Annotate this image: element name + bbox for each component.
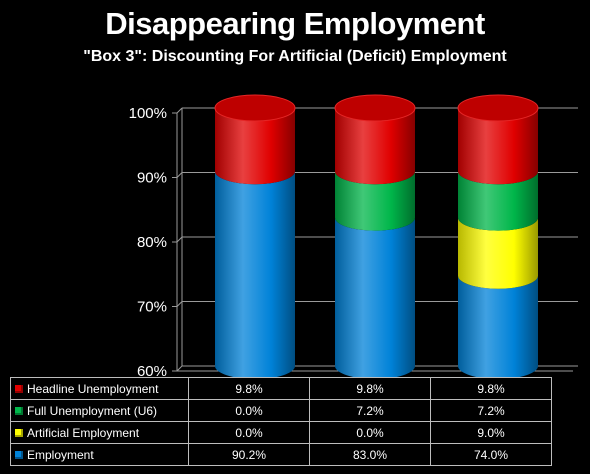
bar-top-cap-1 [214,94,296,122]
chart-title: Disappearing Employment [105,6,485,41]
gridline-depth [176,107,183,114]
legend-label: Employment [27,447,94,462]
bar-employment-1 [215,171,295,378]
data-label: 90.2% [188,443,310,466]
bar-artificial-employment-3 [458,217,538,289]
bar-headline-unemployment-2 [335,108,415,185]
table-row: Artificial Employment 0.0% 0.0% 9.0% [10,421,552,444]
data-table: Headline Unemployment 9.8% 9.8% 9.8% Full Un… [10,377,552,466]
data-label: 0.0% [188,421,310,444]
data-label: 9.8% [309,377,431,400]
legend-swatch [15,429,23,438]
data-label: 83.0% [309,443,431,466]
table-row: Employment 90.2% 83.0% 74.0% [10,443,552,466]
data-label: 9.8% [188,377,310,400]
table-row: Headline Unemployment 9.8% 9.8% 9.8% [10,377,552,400]
data-label: 9.0% [430,421,552,444]
data-label: 9.8% [430,377,552,400]
legend-entry: Employment [10,443,189,466]
legend-entry: Artificial Employment [10,421,189,444]
bar-full-unemployment-u6--2 [335,171,415,231]
y-tick-label: 60% [137,363,167,378]
legend-swatch [15,407,23,416]
bar-employment-2 [335,217,415,378]
legend-label: Headline Unemployment [27,381,159,396]
y-tick-label: 70% [137,299,167,316]
bar-top-cap-3 [457,94,539,122]
bar-top-cap-2 [334,94,416,122]
bar-headline-unemployment-3 [458,108,538,185]
stacked-bar-chart: 60% 70% 80% 90% 100% [129,94,578,378]
gridline-depth [176,172,183,178]
chart-subtitle: "Box 3": Discounting For Artificial (Def… [83,48,507,65]
gridline-depth [176,301,183,307]
bar-employment-3 [458,275,538,378]
data-label: 0.0% [309,421,431,444]
gridline-depth [176,236,183,243]
data-label: 7.2% [430,399,552,422]
legend-entry: Full Unemployment (U6) [10,399,189,422]
legend-swatch [15,451,23,460]
data-label: 7.2% [309,399,431,422]
legend-label: Full Unemployment (U6) [27,403,158,418]
y-tick-label: 80% [137,234,167,251]
y-tick-label: 100% [129,105,167,122]
legend-swatch [15,385,23,394]
data-label: 0.0% [188,399,310,422]
legend-label: Artificial Employment [27,425,140,440]
bar-headline-unemployment-1 [215,108,295,185]
legend-entry: Headline Unemployment [10,377,189,400]
gridline-depth [176,365,183,372]
bar-full-unemployment-u6--3 [458,171,538,231]
y-tick-label: 90% [137,170,167,187]
table-row: Full Unemployment (U6) 0.0% 7.2% 7.2% [10,399,552,422]
data-label: 74.0% [430,443,552,466]
